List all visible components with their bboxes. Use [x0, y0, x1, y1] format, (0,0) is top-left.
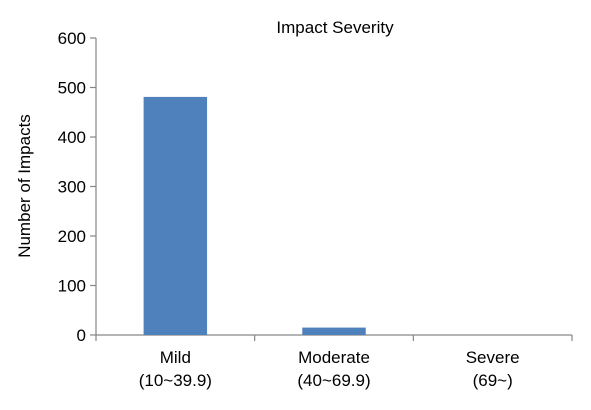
y-tick-label: 300	[58, 178, 86, 197]
y-tick-label: 600	[58, 29, 86, 48]
bar	[302, 327, 366, 335]
x-tick-label: (10~39.9)	[139, 371, 212, 390]
x-tick-label: Moderate	[298, 348, 370, 367]
chart-title: Impact Severity	[276, 18, 394, 37]
x-tick-label: Mild	[160, 348, 191, 367]
x-axis: Mild (10~39.9) Moderate (40~69.9) Severe (69~…	[95, 334, 573, 390]
y-tick-label: 100	[58, 277, 86, 296]
bar	[143, 96, 208, 335]
y-axis: 0 100 200 300 400 500 600	[58, 29, 97, 345]
x-tick-label: (40~69.9)	[297, 371, 370, 390]
x-tick-label: Severe	[466, 348, 520, 367]
y-axis-label: Number of Impacts	[15, 114, 34, 258]
bars	[143, 96, 366, 335]
y-tick-label: 0	[77, 326, 86, 345]
y-tick-label: 500	[58, 79, 86, 98]
x-tick-label: (69~)	[473, 371, 513, 390]
y-tick-label: 400	[58, 128, 86, 147]
y-tick-label: 200	[58, 227, 86, 246]
